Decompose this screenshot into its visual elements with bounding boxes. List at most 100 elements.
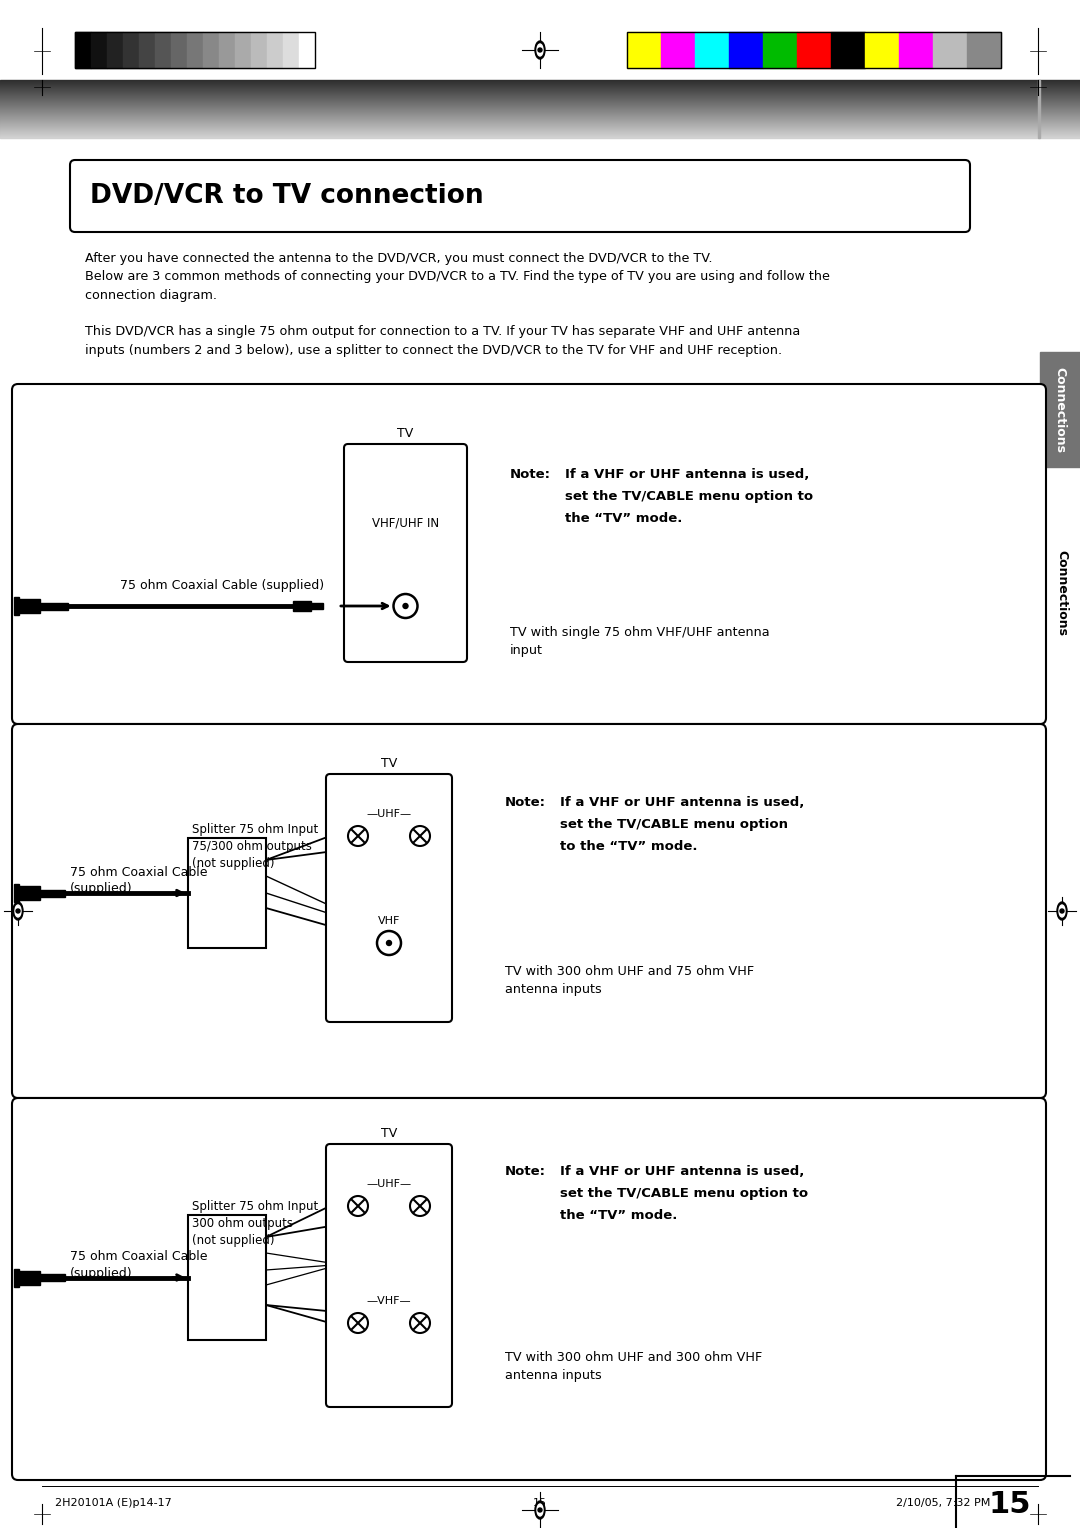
Bar	[75, 32, 315, 69]
FancyBboxPatch shape	[12, 724, 1047, 1099]
Bar	[14, 1268, 19, 1287]
Text: If a VHF or UHF antenna is used,: If a VHF or UHF antenna is used,	[561, 1164, 805, 1178]
Bar	[865, 32, 899, 69]
Bar	[18, 886, 40, 900]
Bar	[696, 32, 729, 69]
Bar	[299, 32, 315, 69]
Bar	[75, 32, 91, 69]
Bar	[967, 32, 1001, 69]
Text: 75 ohm Coaxial Cable (supplied): 75 ohm Coaxial Cable (supplied)	[120, 579, 324, 591]
Bar	[40, 889, 65, 897]
Text: (not supplied): (not supplied)	[192, 857, 274, 869]
Bar	[14, 885, 19, 902]
Bar	[797, 32, 831, 69]
Bar	[171, 32, 187, 69]
Text: VHF/UHF IN: VHF/UHF IN	[372, 516, 440, 530]
Bar	[14, 597, 19, 614]
Text: 300 ohm outputs: 300 ohm outputs	[192, 1216, 293, 1230]
Bar	[293, 601, 311, 611]
Text: VHF: VHF	[378, 915, 401, 926]
Bar	[123, 32, 139, 69]
FancyBboxPatch shape	[70, 160, 970, 232]
Bar	[267, 32, 283, 69]
Bar	[762, 32, 797, 69]
FancyBboxPatch shape	[12, 384, 1047, 724]
Circle shape	[538, 47, 542, 52]
Bar	[899, 32, 933, 69]
Text: the “TV” mode.: the “TV” mode.	[561, 1209, 677, 1222]
Circle shape	[403, 604, 408, 608]
Text: to the “TV” mode.: to the “TV” mode.	[561, 840, 698, 853]
Bar	[18, 599, 40, 613]
Bar	[139, 32, 156, 69]
Text: set the TV/CABLE menu option to: set the TV/CABLE menu option to	[561, 1187, 808, 1199]
Bar	[188, 837, 266, 947]
Text: TV: TV	[397, 426, 414, 440]
Text: set the TV/CABLE menu option: set the TV/CABLE menu option	[561, 817, 788, 831]
Text: TV with single 75 ohm VHF/UHF antenna: TV with single 75 ohm VHF/UHF antenna	[510, 626, 770, 639]
Text: (not supplied): (not supplied)	[192, 1235, 274, 1247]
Bar	[219, 32, 235, 69]
Text: Splitter 75 ohm Input: Splitter 75 ohm Input	[192, 824, 319, 836]
Bar	[91, 32, 107, 69]
Ellipse shape	[1059, 905, 1065, 917]
Text: Splitter 75 ohm Input: Splitter 75 ohm Input	[192, 1199, 319, 1213]
Ellipse shape	[15, 905, 21, 917]
Bar	[40, 602, 68, 610]
Text: (supplied): (supplied)	[70, 882, 133, 895]
Bar	[188, 1215, 266, 1340]
Bar	[187, 32, 203, 69]
Bar	[40, 1274, 65, 1280]
Text: TV with 300 ohm UHF and 300 ohm VHF: TV with 300 ohm UHF and 300 ohm VHF	[505, 1351, 762, 1365]
Text: 15: 15	[989, 1490, 1031, 1519]
Text: TV: TV	[381, 1128, 397, 1140]
Text: Note:: Note:	[505, 1164, 546, 1178]
Bar	[1038, 79, 1040, 138]
Ellipse shape	[535, 41, 545, 60]
Text: Connections: Connections	[1055, 550, 1068, 636]
Text: antenna inputs: antenna inputs	[505, 983, 602, 996]
Bar	[251, 32, 267, 69]
Circle shape	[16, 909, 21, 914]
Ellipse shape	[13, 902, 23, 920]
Text: If a VHF or UHF antenna is used,: If a VHF or UHF antenna is used,	[565, 468, 809, 481]
Text: 75 ohm Coaxial Cable: 75 ohm Coaxial Cable	[70, 866, 207, 879]
Text: DVD/VCR to TV connection: DVD/VCR to TV connection	[90, 183, 484, 209]
FancyBboxPatch shape	[345, 445, 467, 662]
Circle shape	[387, 941, 391, 946]
Bar	[661, 32, 696, 69]
Bar	[18, 1270, 40, 1285]
Text: Note:: Note:	[505, 796, 546, 808]
Text: (supplied): (supplied)	[70, 1267, 133, 1279]
Text: After you have connected the antenna to the DVD/VCR, you must connect the DVD/VC: After you have connected the antenna to …	[85, 252, 713, 264]
Text: the “TV” mode.: the “TV” mode.	[565, 512, 683, 526]
Bar	[831, 32, 865, 69]
FancyBboxPatch shape	[326, 1144, 453, 1407]
Text: set the TV/CABLE menu option to: set the TV/CABLE menu option to	[565, 490, 813, 503]
Text: —UHF—: —UHF—	[366, 808, 411, 819]
Bar	[627, 32, 661, 69]
Text: 75/300 ohm outputs: 75/300 ohm outputs	[192, 840, 312, 853]
Bar	[311, 604, 323, 610]
Text: TV: TV	[381, 756, 397, 770]
Circle shape	[1059, 909, 1064, 914]
Bar	[107, 32, 123, 69]
Ellipse shape	[537, 1504, 543, 1516]
FancyBboxPatch shape	[12, 1099, 1047, 1481]
Bar	[933, 32, 967, 69]
Text: TV with 300 ohm UHF and 75 ohm VHF: TV with 300 ohm UHF and 75 ohm VHF	[505, 966, 754, 978]
Text: 15: 15	[534, 1497, 546, 1508]
Ellipse shape	[1057, 902, 1067, 920]
Text: If a VHF or UHF antenna is used,: If a VHF or UHF antenna is used,	[561, 796, 805, 808]
Text: 75 ohm Coaxial Cable: 75 ohm Coaxial Cable	[70, 1250, 207, 1264]
Text: 2/10/05, 7:32 PM: 2/10/05, 7:32 PM	[895, 1497, 990, 1508]
Bar	[729, 32, 762, 69]
Text: Connections: Connections	[1053, 367, 1067, 452]
Bar	[1040, 351, 1080, 468]
Text: This DVD/VCR has a single 75 ohm output for connection to a TV. If your TV has s: This DVD/VCR has a single 75 ohm output …	[85, 325, 800, 358]
Bar	[235, 32, 251, 69]
Circle shape	[538, 1508, 542, 1513]
Text: 2H20101A (E)p14-17: 2H20101A (E)p14-17	[55, 1497, 172, 1508]
Text: —UHF—: —UHF—	[366, 1180, 411, 1189]
Bar	[283, 32, 299, 69]
